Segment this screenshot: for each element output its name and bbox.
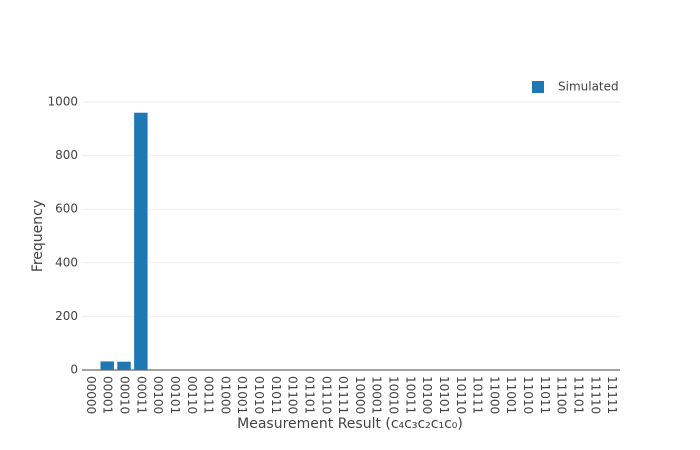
x-tick-label: 00001 (101, 376, 115, 414)
x-tick-label: 10000 (353, 376, 367, 414)
x-tick-label: 01110 (319, 376, 333, 414)
x-tick-label: 11111 (605, 376, 619, 414)
x-tick-label: 10010 (387, 376, 401, 414)
y-tick-label: 1000 (47, 95, 78, 109)
x-tick-label: 00011 (134, 376, 148, 414)
bar (100, 361, 114, 370)
x-tick-label: 10001 (370, 376, 384, 414)
x-tick-label: 01111 (336, 376, 350, 414)
y-tick-label: 0 (70, 363, 78, 377)
x-tick-label: 10101 (437, 376, 451, 414)
x-tick-label: 00110 (185, 376, 199, 414)
y-tick-label: 200 (55, 309, 78, 323)
x-tick-label: 00100 (151, 376, 165, 414)
x-tick-label: 11100 (555, 376, 569, 414)
x-tick-label: 11101 (571, 376, 585, 414)
y-axis-title: Frequency (30, 200, 46, 272)
x-tick-label: 11110 (588, 376, 602, 414)
x-tick-label: 01101 (302, 376, 316, 414)
x-tick-label: 11000 (487, 376, 501, 414)
x-tick-label: 00101 (168, 376, 182, 414)
bar (117, 361, 131, 370)
x-tick-label: 11001 (504, 376, 518, 414)
x-tick-label: 11011 (538, 376, 552, 414)
x-tick-label: 00000 (84, 376, 98, 414)
y-tick-label: 800 (55, 148, 78, 162)
bar (134, 112, 148, 370)
x-tick-label: 11010 (521, 376, 535, 414)
x-tick-label: 01001 (235, 376, 249, 414)
x-tick-label: 00111 (202, 376, 216, 414)
x-tick-label: 01010 (252, 376, 266, 414)
legend-swatch (532, 81, 544, 93)
x-tick-label: 10110 (454, 376, 468, 414)
x-tick-label: 01000 (218, 376, 232, 414)
x-tick-label: 00010 (118, 376, 132, 414)
x-tick-label: 10100 (420, 376, 434, 414)
x-tick-label: 10011 (403, 376, 417, 414)
x-tick-label: 10111 (471, 376, 485, 414)
y-tick-label: 600 (55, 202, 78, 216)
x-axis-title: Measurement Result (c₄c₃c₂c₁c₀) (237, 416, 463, 432)
x-tick-label: 01100 (286, 376, 300, 414)
legend-label: Simulated (558, 80, 619, 94)
x-tick-label: 01011 (269, 376, 283, 414)
y-tick-label: 400 (55, 255, 78, 269)
